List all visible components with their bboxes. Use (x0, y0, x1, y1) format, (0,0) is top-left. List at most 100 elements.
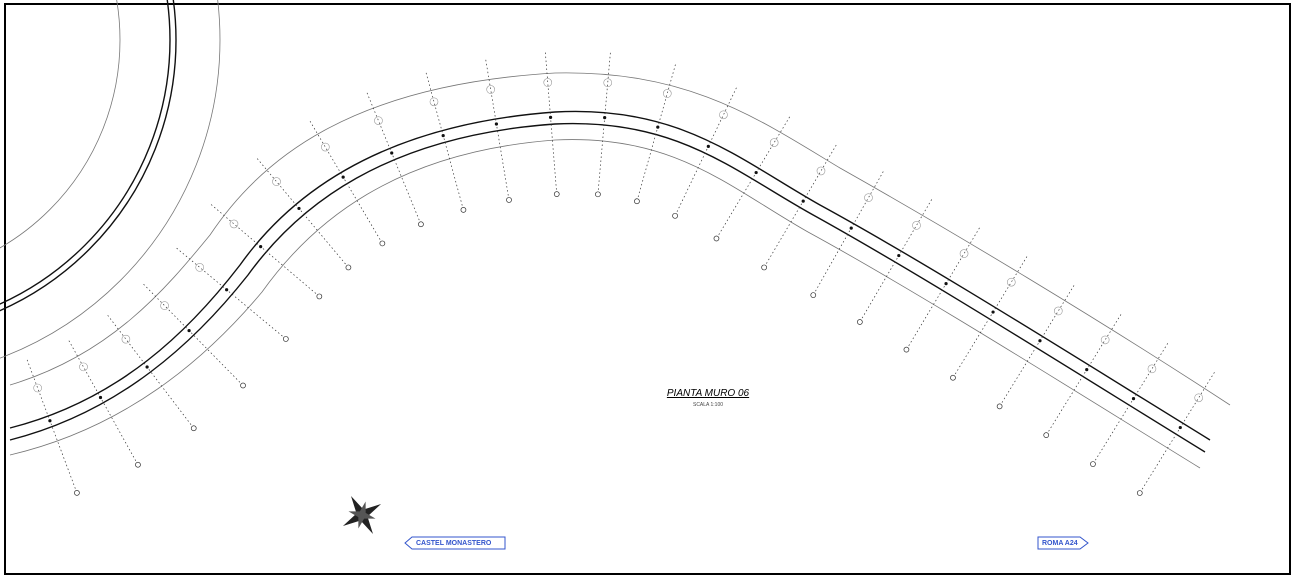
section-marker (240, 382, 246, 389)
wall-plan (9, 72, 1231, 469)
section-line (717, 116, 790, 238)
tree-symbol (816, 166, 826, 176)
section-line (176, 247, 285, 338)
wall-node (187, 328, 191, 333)
section-marker (379, 240, 386, 247)
tree-symbol (662, 89, 672, 98)
tree-symbol (603, 78, 613, 88)
wall-node (754, 170, 758, 175)
direction-right: ROMA A24 (1042, 540, 1078, 547)
drawing-scale: SCALA 1:100 (693, 402, 723, 408)
section-line (544, 52, 557, 193)
tree-symbol (719, 110, 728, 120)
section-line (256, 158, 348, 267)
wall-node (849, 226, 853, 230)
section-line (764, 144, 837, 266)
section-marker (595, 191, 601, 198)
wall-node (341, 175, 345, 179)
section-marker (713, 235, 720, 242)
tree-symbol (1100, 335, 1110, 345)
section-marker (857, 319, 863, 325)
section-marker (903, 346, 910, 353)
wall-node (390, 151, 394, 155)
tree-symbol (33, 383, 42, 393)
title-block: PIANTA MURO 06 SCALA 1:100 (667, 388, 750, 408)
section-marker (1043, 432, 1050, 438)
section-line (485, 59, 510, 199)
wall-node (1038, 339, 1042, 343)
wall-node (48, 419, 52, 423)
tree-symbol (229, 219, 239, 229)
section-marker (345, 264, 352, 271)
wall-node (297, 206, 301, 211)
wall-node (145, 365, 149, 369)
wall-node (548, 115, 553, 119)
section-line (210, 204, 319, 296)
north-arrow (342, 495, 382, 535)
section-line (953, 256, 1028, 377)
section-line (26, 359, 77, 492)
section-marker (282, 336, 289, 342)
section-line (425, 72, 464, 209)
wall-node (897, 253, 901, 258)
section-marker (316, 293, 323, 300)
section-marker (761, 264, 767, 271)
tree-symbol (160, 301, 169, 310)
wall-node (706, 144, 710, 148)
section-marker (460, 207, 467, 213)
wall-node (441, 133, 445, 138)
section-line (907, 227, 980, 349)
section-line (366, 92, 421, 223)
section-line (597, 52, 611, 193)
section-line (860, 199, 932, 321)
wall-node (225, 288, 229, 292)
drawing-title: PIANTA MURO 06 (667, 388, 750, 399)
wall-node (1178, 425, 1182, 430)
direction-sign: ROMA A24 (1037, 536, 1089, 550)
section-marker (810, 292, 817, 298)
direction-left: CASTEL MONASTERO (416, 540, 492, 547)
section-marker (1090, 461, 1096, 467)
tree-symbol (1006, 277, 1016, 287)
section-line (637, 64, 676, 200)
section-marker (190, 425, 197, 432)
tree-symbol (864, 193, 873, 202)
section-marker (996, 403, 1003, 410)
section-line (68, 340, 138, 464)
section-marker (74, 490, 80, 496)
wall-node (494, 122, 499, 126)
tree-symbol (912, 221, 921, 230)
wall-node (991, 310, 995, 314)
section-line (1140, 372, 1215, 492)
section-line (813, 171, 884, 294)
tree-symbol (486, 85, 495, 94)
wall-node (603, 115, 607, 120)
tree-symbol (121, 334, 131, 344)
tree-symbol (769, 138, 779, 147)
section-line (143, 283, 242, 385)
section-line (309, 121, 382, 242)
roundabout (0, 0, 221, 359)
tree-symbol (959, 249, 969, 258)
section-marker (1136, 490, 1143, 496)
section-marker (950, 374, 956, 381)
section-lines (26, 52, 1215, 496)
wall-node (1085, 368, 1089, 372)
wall-node (944, 282, 948, 286)
wall-node (1131, 397, 1136, 401)
section-marker (634, 198, 640, 205)
section-line (675, 87, 737, 215)
sheet-border (4, 3, 1291, 575)
tree-symbol (195, 263, 205, 272)
tree-symbol (272, 177, 281, 186)
tree-symbol (429, 97, 439, 107)
section-marker (506, 197, 512, 203)
tree-symbol (1147, 364, 1157, 374)
section-line (107, 315, 193, 427)
section-line (1093, 343, 1169, 463)
section-line (1046, 314, 1122, 434)
section-marker (418, 221, 424, 228)
wall-node (259, 244, 263, 249)
tree-symbol (543, 78, 553, 87)
